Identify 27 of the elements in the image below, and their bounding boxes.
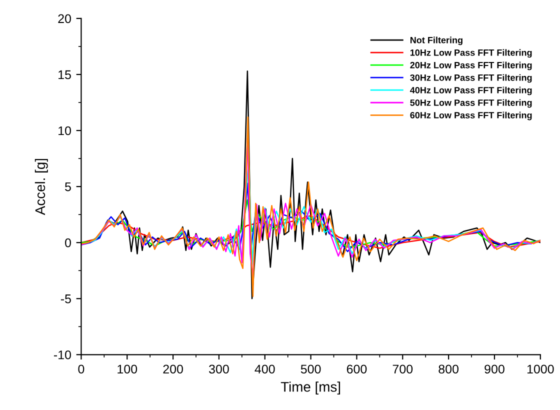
x-tick-label: 100: [118, 364, 138, 374]
x-tick-label: 0: [78, 364, 84, 374]
legend-label: 40Hz Low Pass FFT Filtering: [410, 86, 532, 96]
legend-label: 20Hz Low Pass FFT Filtering: [410, 62, 532, 70]
x-tick-label: 1000: [527, 364, 554, 374]
y-tick-label: 15: [58, 70, 71, 80]
y-tick-label: 5: [65, 182, 71, 192]
legend-label: 10Hz Low Pass FFT Filtering: [410, 49, 532, 58]
x-tick-label: 900: [484, 364, 504, 374]
y-tick-label: 0: [65, 238, 71, 248]
legend-label: 30Hz Low Pass FFT Filtering: [410, 74, 532, 83]
y-tick-label: 10: [58, 126, 71, 136]
x-tick-label: 200: [163, 364, 183, 374]
y-axis-title: Accel. [g]: [34, 158, 48, 216]
y-tick-label: -5: [60, 294, 71, 304]
y-tick-label: -10: [54, 350, 71, 360]
legend-label: 50Hz Low Pass FFT Filtering: [410, 99, 532, 108]
legend-label: 60Hz Low Pass FFT Filtering: [410, 112, 532, 120]
x-tick-label: 800: [438, 364, 458, 374]
x-tick-label: 500: [300, 364, 321, 374]
x-tick-label: 700: [392, 364, 413, 374]
x-tick-label: 400: [254, 364, 275, 374]
y-tick-label: 20: [58, 14, 71, 24]
x-tick-label: 300: [209, 364, 229, 374]
x-tick-label: 600: [346, 364, 367, 374]
legend-label: Not Filtering: [410, 36, 462, 46]
x-axis-title: Time [ms]: [280, 382, 340, 395]
